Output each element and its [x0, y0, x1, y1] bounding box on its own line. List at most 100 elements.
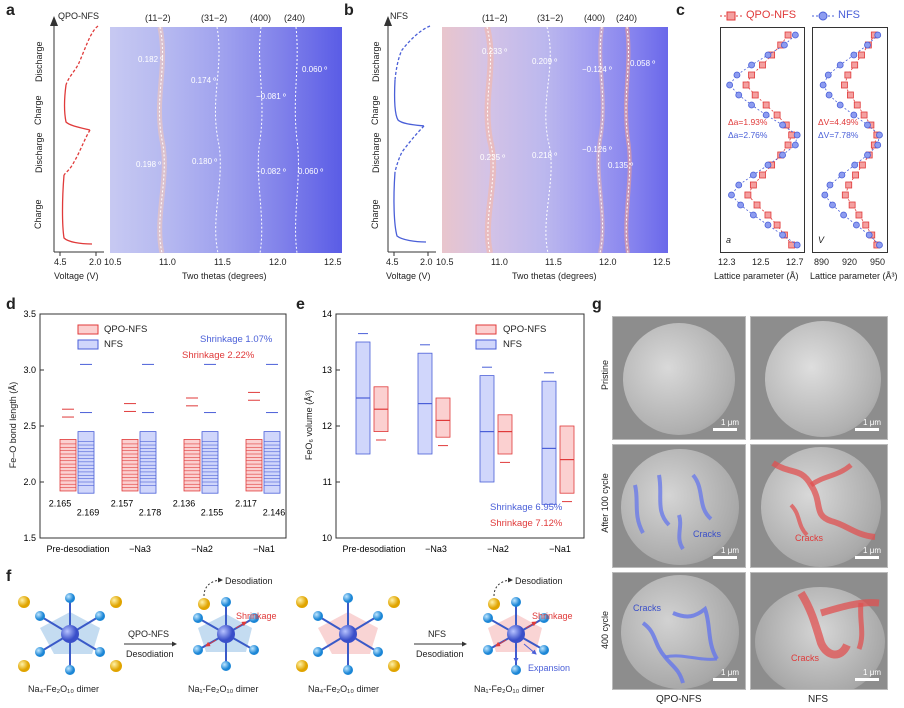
panel-c-right-corner: V — [818, 235, 825, 245]
nfs-point — [825, 91, 833, 99]
panel-f-arrow2-bottom: Desodiation — [416, 649, 464, 659]
qpo-point — [844, 71, 852, 79]
panel-b-theta-tick-3: 11.5 — [545, 257, 562, 267]
panel-c-left-corner: a — [726, 235, 732, 245]
nfs-box — [541, 380, 557, 505]
panel-a-theta-tick-2: 11.0 — [159, 257, 176, 267]
panel-e-legend-qpo: QPO-NFS — [503, 324, 547, 335]
panel-c-right-tick-1: 890 — [814, 257, 830, 267]
nfs-point — [764, 221, 772, 229]
scale-label: 1 μm — [863, 418, 881, 427]
panel-b-heatmap: 0.233 º 0.209 º −0.124 º 0.058 º 0.235 º… — [442, 27, 668, 253]
nfs-point — [836, 101, 844, 109]
nfs-point — [791, 141, 799, 149]
panel-b-shift-top-3: −0.124 º — [582, 65, 612, 74]
qpo-point — [751, 91, 759, 99]
panel-a-state-4: Charge — [33, 199, 43, 229]
scale-label: 1 μm — [721, 668, 739, 677]
panel-a-peak-2: (31−2) — [201, 13, 228, 23]
scale-label: 1 μm — [721, 546, 739, 555]
panel-f-caption-3: Na₄-Fe₂O₁₀ dimer — [308, 684, 379, 694]
nfs-point — [737, 201, 745, 209]
panel-f-arrow2-top: NFS — [428, 629, 446, 639]
sem-qpo-100cycle: Cracks 1 μm — [612, 444, 746, 568]
panel-d-ylabel: Fe–O bond length (Å) — [8, 381, 18, 469]
qpo-mean-label: 2.157 — [111, 499, 134, 509]
qpo-box — [121, 439, 139, 492]
series-line-qpo — [745, 34, 793, 246]
nfs-point — [726, 81, 734, 89]
panel-b-shift-bottom-1: 0.235 º — [480, 153, 506, 162]
qpo-point — [848, 201, 856, 209]
panel-f-arrow1-top: QPO-NFS — [128, 629, 170, 639]
y-tick-label: 3.0 — [23, 365, 36, 375]
panel-f-desodiation-1: Desodiation — [225, 576, 273, 586]
x-tick-label: −Na3 — [129, 544, 151, 554]
cracks-label: Cracks — [791, 653, 820, 663]
panel-b-peak-3: (400) — [584, 13, 606, 23]
cracks-label: Cracks — [795, 533, 824, 543]
qpo-mean-label: 2.136 — [173, 499, 196, 509]
panel-a-theta-tick-4: 12.0 — [269, 257, 287, 267]
panel-b-peak-2: (31−2) — [537, 13, 564, 23]
nfs-point — [821, 191, 829, 199]
nfs-point — [764, 51, 772, 59]
nfs-point — [762, 111, 770, 119]
panel-a-voltage-tick-1: 4.5 — [54, 257, 67, 267]
panel-a-peak-4: (240) — [284, 13, 306, 23]
nfs-point — [779, 121, 786, 129]
scale-label: 1 μm — [721, 418, 739, 427]
panel-a-voltage-label: Voltage (V) — [54, 271, 99, 281]
plot-frame — [812, 27, 888, 253]
dimer-structure-4 — [483, 577, 549, 675]
qpo-point — [855, 211, 863, 219]
panel-b-peak-4: (240) — [616, 13, 638, 23]
panel-c-left-plot — [720, 27, 805, 253]
qpo-box — [497, 414, 513, 455]
panel-c-left-xlabel: Lattice parameter (Å) — [714, 271, 799, 281]
qpo-mean-label: 2.165 — [49, 499, 72, 509]
nfs-point — [735, 91, 743, 99]
panel-label-f: f — [6, 568, 12, 585]
panel-f-caption-1: Na₄-Fe₂O₁₀ dimer — [28, 684, 99, 694]
panel-c-left-annot-qpo: Δa=1.93% — [728, 117, 768, 127]
panel-a-shift-bottom-3: −0.082 º — [256, 167, 286, 176]
nfs-point — [826, 181, 834, 189]
y-tick-label: 11 — [323, 477, 332, 487]
nfs-point — [735, 181, 743, 189]
nfs-point — [876, 241, 883, 249]
panel-b-voltage-plot — [384, 16, 436, 256]
panel-a-shift-top-4: 0.060 º — [302, 65, 328, 74]
panel-b-shift-top-2: 0.209 º — [532, 57, 558, 66]
y-tick-label: 13 — [322, 365, 332, 375]
nfs-point — [779, 231, 786, 239]
nfs-point — [749, 171, 757, 179]
qpo-point — [749, 181, 757, 189]
legend-swatch-qpo — [475, 324, 497, 335]
series-line-nfs — [729, 34, 798, 246]
panel-e-ylabel: FeO₆ volume (Å³) — [304, 389, 314, 461]
panel-a-shift-bottom-1: 0.198 º — [136, 160, 162, 169]
panel-c-right-tick-3: 950 — [870, 257, 886, 267]
qpo-point — [841, 191, 849, 199]
x-tick-label: −Na2 — [487, 544, 509, 554]
panel-a-shift-bottom-4: 0.060 º — [298, 167, 324, 176]
nfs-point — [793, 131, 801, 139]
nfs-point — [793, 241, 801, 249]
qpo-point — [852, 171, 859, 179]
panel-a-shift-top-3: −0.081 º — [256, 92, 286, 101]
panel-a-shift-top-2: 0.174 º — [191, 76, 217, 85]
panel-c-left-tick-1: 12.3 — [718, 257, 736, 267]
panel-b-theta-tick-4: 12.0 — [599, 257, 617, 267]
y-tick-label: 12 — [322, 421, 332, 431]
qpo-point — [858, 161, 866, 169]
panel-b-peak-1: (11−2) — [482, 13, 508, 23]
panel-c-left-tick-2: 12.5 — [752, 257, 770, 267]
panel-f-arrow1-bottom: Desodiation — [126, 649, 174, 659]
nfs-point — [865, 231, 873, 239]
qpo-point — [853, 101, 861, 109]
nfs-point — [748, 101, 755, 109]
cracks-label: Cracks — [693, 529, 722, 539]
panel-b-voltage-tick-1: 4.5 — [386, 257, 399, 267]
panel-b-state-1: Discharge — [371, 41, 381, 82]
